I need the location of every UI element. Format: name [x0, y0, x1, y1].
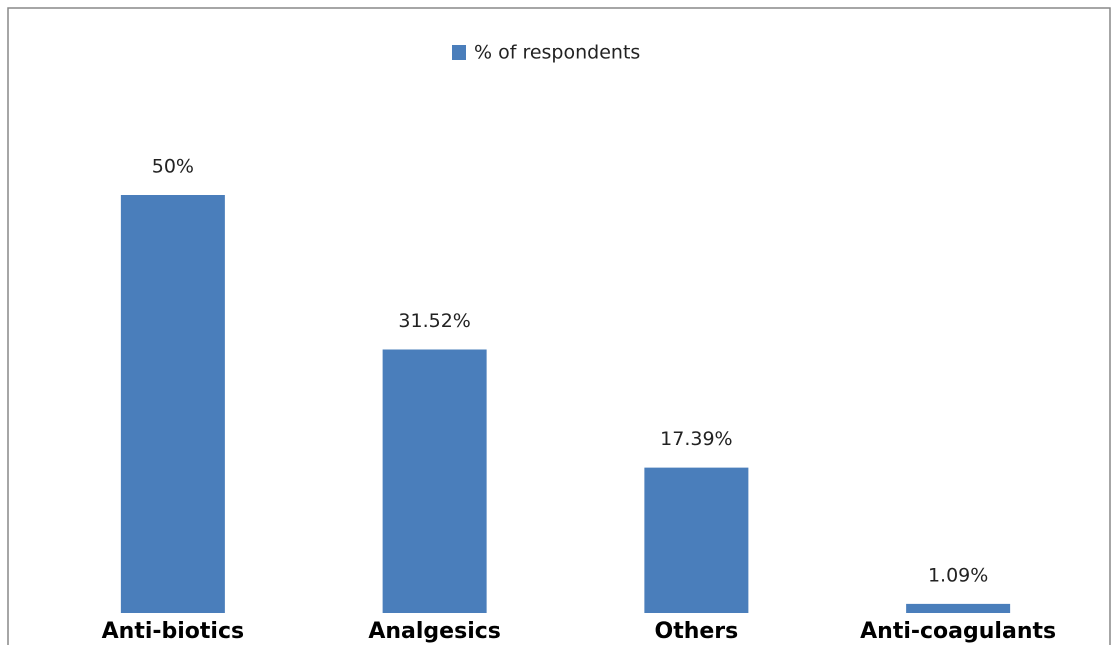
x-tick-label: Anti-coagulants	[860, 619, 1056, 644]
legend-label: % of respondents	[474, 42, 640, 64]
data-label: 31.52%	[398, 310, 470, 332]
bar	[120, 195, 225, 613]
data-label: 17.39%	[660, 428, 732, 450]
bar	[644, 467, 749, 613]
x-tick-label: Others	[655, 619, 739, 644]
legend-swatch	[452, 45, 466, 60]
bar	[906, 603, 1011, 613]
data-label: 1.09%	[928, 564, 988, 586]
x-tick-label: Analgesics	[368, 619, 501, 644]
x-tick-label: Anti-biotics	[102, 619, 244, 644]
data-label: 50%	[152, 156, 194, 178]
bar	[382, 349, 487, 613]
